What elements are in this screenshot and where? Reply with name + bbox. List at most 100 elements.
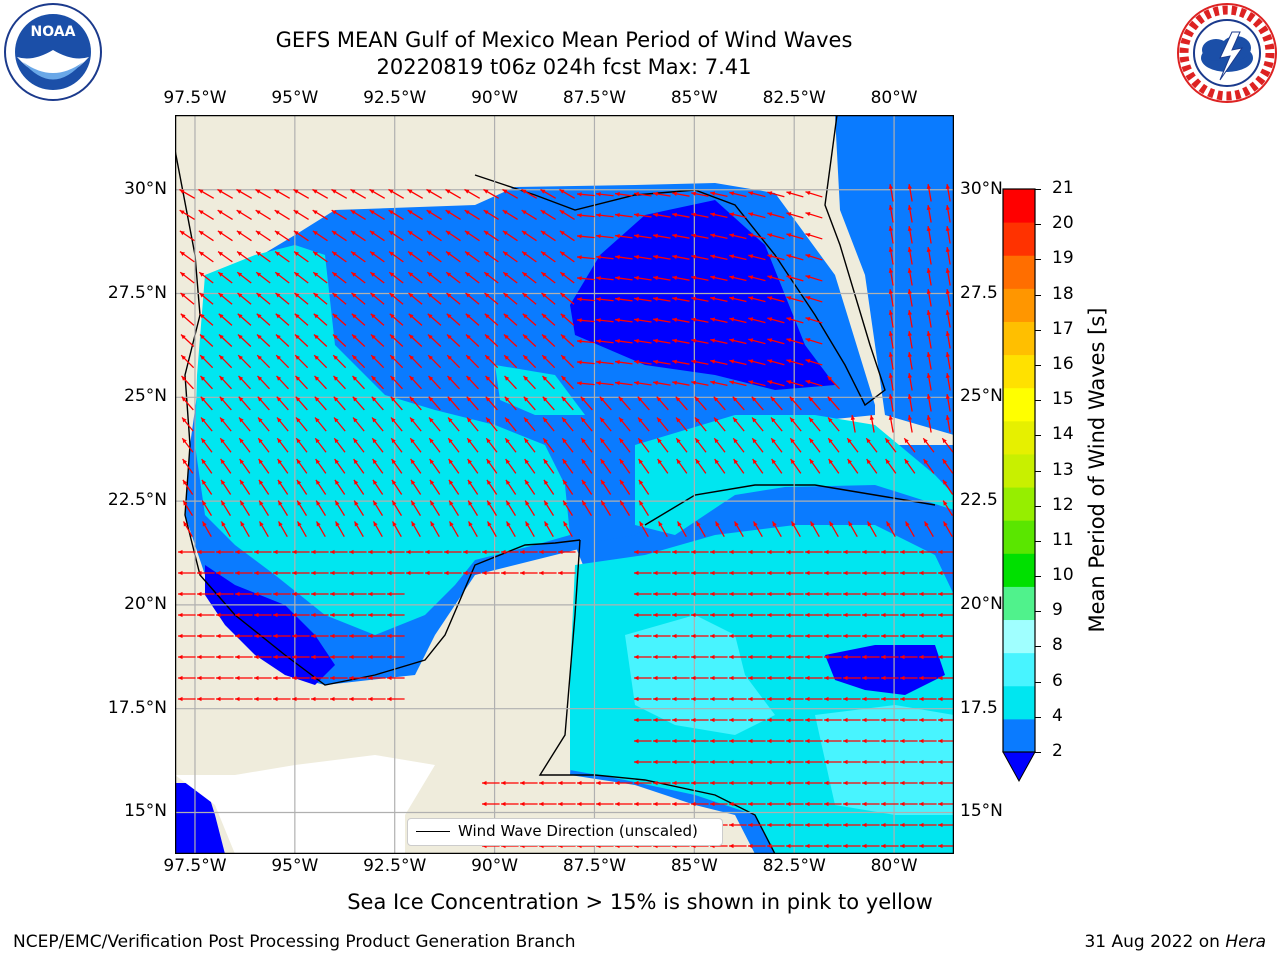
wave-direction-arrowhead xyxy=(541,334,547,340)
wave-direction-arrowhead xyxy=(487,521,492,527)
lat-tick-left: 27.5°N xyxy=(107,282,167,303)
wave-direction-arrowhead xyxy=(729,654,734,660)
wave-direction-arrowhead xyxy=(881,591,886,597)
wave-direction-arrowhead xyxy=(235,549,240,555)
wave-direction-arrowhead xyxy=(543,417,548,423)
wave-direction-arrowhead xyxy=(275,313,281,319)
wave-direction-arrowhead xyxy=(368,675,373,681)
wave-direction-arrowhead xyxy=(199,293,205,298)
wave-direction-arrowhead xyxy=(786,801,791,807)
wave-direction-arrowhead xyxy=(653,759,658,765)
wave-direction-arrowhead xyxy=(748,549,753,555)
wave-direction-arrowhead xyxy=(254,612,259,618)
wave-direction-arrowhead xyxy=(408,251,413,256)
wave-direction-arrowhead xyxy=(881,696,886,702)
wave-direction-arrowhead xyxy=(691,780,696,786)
wave-direction-arrowhead xyxy=(653,549,658,555)
wave-direction-arrowhead xyxy=(657,459,663,464)
wave-direction-arrowhead xyxy=(218,251,223,256)
wave-direction-arrowhead xyxy=(482,801,487,807)
wave-direction-arrowhead xyxy=(387,591,392,597)
wave-direction-arrowhead xyxy=(900,612,905,618)
wave-direction-arrowhead xyxy=(786,275,792,280)
wave-direction-arrowhead xyxy=(710,570,715,576)
wave-direction-arrowhead xyxy=(482,549,487,555)
date-stamp: 31 Aug 2022 on Hera xyxy=(1084,932,1266,952)
wave-direction-arrowhead xyxy=(938,549,943,555)
wave-direction-arrowhead xyxy=(751,396,757,402)
colorbar-band xyxy=(1003,487,1035,521)
wave-direction-arrowhead xyxy=(691,759,696,765)
lon-tick-top: 85°W xyxy=(670,88,718,108)
wave-direction-arrowhead xyxy=(525,521,530,527)
wave-direction-arrowhead xyxy=(521,230,527,236)
wave-direction-arrowhead xyxy=(293,210,299,215)
wave-direction-arrowhead xyxy=(810,521,815,527)
wave-direction-arrowhead xyxy=(463,549,468,555)
colorbar-band xyxy=(1003,288,1035,322)
wave-direction-arrowhead xyxy=(199,272,205,277)
wave-direction-arrowhead xyxy=(753,521,758,527)
wave-direction-arrowhead xyxy=(805,191,811,196)
wave-direction-arrowhead xyxy=(486,417,491,423)
wave-direction-arrowhead xyxy=(805,338,811,343)
wave-direction-arrowhead xyxy=(888,289,894,294)
wave-direction-arrowhead xyxy=(217,230,223,236)
wave-direction-arrowhead xyxy=(843,822,848,828)
wave-direction-arrowhead xyxy=(351,313,357,319)
wave-direction-arrowhead xyxy=(197,549,202,555)
wave-direction-arrowhead xyxy=(483,230,489,236)
wave-direction-arrowhead xyxy=(729,317,735,322)
wave-direction-arrowhead xyxy=(710,696,715,702)
wave-direction-arrowhead xyxy=(178,696,183,702)
wave-direction-arrowhead xyxy=(468,500,473,506)
colorbar-tick-label: 13 xyxy=(1052,459,1074,480)
wave-direction-arrowhead xyxy=(786,822,791,828)
wave-direction-arrowhead xyxy=(503,251,508,256)
wave-direction-arrowhead xyxy=(449,521,454,527)
wave-direction-arrowhead xyxy=(881,654,886,660)
wave-direction-arrowhead xyxy=(311,612,316,618)
wave-direction-arrowhead xyxy=(729,296,735,301)
lat-tick-left: 22.5°N xyxy=(107,490,167,511)
wave-direction-arrowhead xyxy=(444,549,449,555)
wave-direction-arrowhead xyxy=(503,293,509,298)
wave-direction-arrowhead xyxy=(254,633,259,639)
wave-direction-arrowhead xyxy=(748,696,753,702)
wave-direction-arrowhead xyxy=(653,780,658,786)
lon-tick-top: 92.5°W xyxy=(363,88,427,108)
wave-direction-arrowhead xyxy=(767,717,772,723)
wave-direction-arrowhead xyxy=(653,191,658,197)
wave-direction-arrowhead xyxy=(577,780,582,786)
wave-direction-arrowhead xyxy=(235,591,240,597)
wave-direction-arrowhead xyxy=(388,189,394,194)
wave-direction-arrowhead xyxy=(541,272,547,277)
wave-direction-arrowhead xyxy=(710,801,715,807)
wave-direction-arrowhead xyxy=(862,696,867,702)
wave-direction-arrowhead xyxy=(710,780,715,786)
wave-direction-arrowhead xyxy=(672,254,678,259)
wave-direction-arrowhead xyxy=(888,373,894,378)
wave-direction-arrowhead xyxy=(847,438,852,444)
wave-direction-arrowhead xyxy=(540,189,546,194)
wave-direction-arrowhead xyxy=(332,272,338,277)
wave-direction-arrowhead xyxy=(562,417,567,423)
wave-direction-arrowhead xyxy=(634,191,639,197)
wave-direction-arrowhead xyxy=(748,654,753,660)
wave-direction-arrowhead xyxy=(409,396,415,402)
wave-direction-arrowhead xyxy=(843,591,848,597)
wave-direction-arrowhead xyxy=(273,675,278,681)
wave-direction-arrowhead xyxy=(315,438,320,444)
wave-direction-arrowhead xyxy=(919,549,924,555)
wave-direction-arrowhead xyxy=(805,822,810,828)
wave-direction-arrowhead xyxy=(945,226,951,231)
wave-direction-arrowhead xyxy=(577,381,582,386)
wave-direction-arrowhead xyxy=(522,272,528,277)
wave-direction-arrowhead xyxy=(217,210,223,215)
wave-direction-arrowhead xyxy=(729,780,734,786)
wave-direction-arrowhead xyxy=(900,633,905,639)
wave-direction-arrowhead xyxy=(391,417,396,423)
wave-direction-arrowhead xyxy=(691,191,697,196)
wave-direction-arrowhead xyxy=(881,675,886,681)
wave-direction-arrowhead xyxy=(351,251,356,256)
